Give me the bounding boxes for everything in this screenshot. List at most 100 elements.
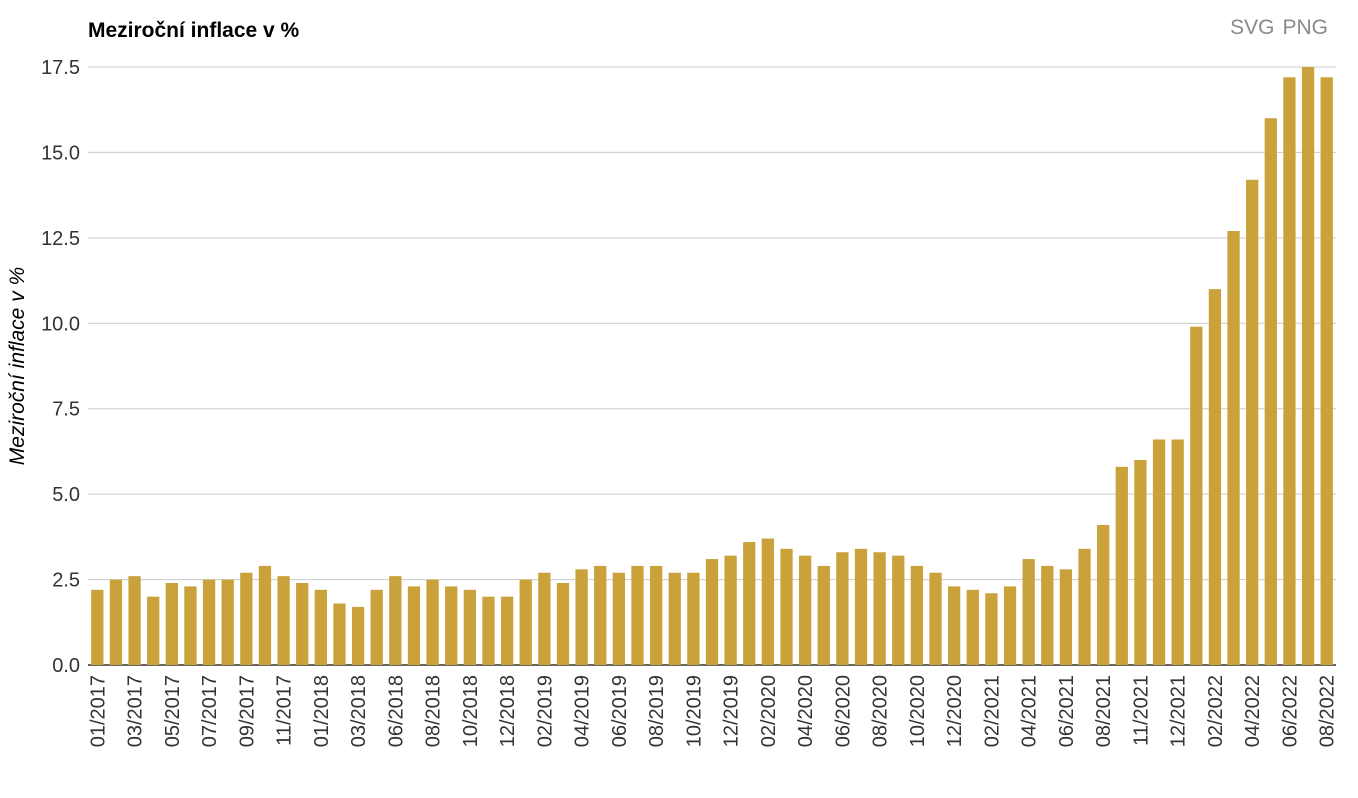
bar[interactable] bbox=[1246, 179, 1259, 665]
x-tick-labels: 01/2017 03/2017 05/2017 07/2017 09/2017 11/20… bbox=[87, 675, 1338, 747]
bar[interactable] bbox=[91, 589, 104, 665]
bar[interactable] bbox=[370, 589, 383, 665]
bar[interactable] bbox=[687, 572, 700, 665]
y-tick-label: 15.0 bbox=[41, 142, 80, 164]
x-tick-label: 08/2021 bbox=[1093, 675, 1115, 747]
bar[interactable] bbox=[128, 576, 141, 665]
bar[interactable] bbox=[314, 589, 327, 665]
bar[interactable] bbox=[668, 572, 681, 665]
x-tick-label: 03/2017 bbox=[125, 675, 147, 747]
export-menu: SVG PNG bbox=[1222, 16, 1328, 40]
bar[interactable] bbox=[575, 569, 588, 665]
bar[interactable] bbox=[594, 565, 607, 665]
bar[interactable] bbox=[724, 555, 737, 665]
bar[interactable] bbox=[1320, 77, 1333, 666]
bar[interactable] bbox=[1003, 586, 1017, 665]
bar[interactable] bbox=[463, 589, 476, 665]
bar[interactable] bbox=[1283, 77, 1296, 666]
bar[interactable] bbox=[296, 582, 309, 665]
x-tick-label: 12/2020 bbox=[944, 675, 966, 747]
x-tick-label: 10/2018 bbox=[460, 675, 482, 747]
bar[interactable] bbox=[1190, 326, 1203, 665]
bar[interactable] bbox=[649, 565, 663, 665]
x-tick-label: 05/2017 bbox=[162, 675, 184, 747]
x-tick-label: 01/2017 bbox=[87, 675, 109, 747]
bar[interactable] bbox=[1152, 439, 1166, 665]
x-tick-label: 06/2018 bbox=[385, 675, 407, 747]
x-tick-label: 02/2020 bbox=[758, 675, 780, 747]
bar[interactable] bbox=[1041, 565, 1054, 665]
bar[interactable] bbox=[500, 596, 514, 665]
bar[interactable] bbox=[1134, 459, 1147, 665]
bar[interactable] bbox=[426, 579, 439, 665]
x-tick-label: 12/2019 bbox=[721, 675, 743, 747]
x-tick-label: 12/2021 bbox=[1168, 675, 1190, 747]
bar[interactable] bbox=[184, 586, 197, 665]
bar[interactable] bbox=[221, 579, 234, 665]
bar[interactable] bbox=[351, 606, 365, 665]
bar[interactable] bbox=[1208, 289, 1222, 665]
bar[interactable] bbox=[1022, 559, 1035, 665]
bar[interactable] bbox=[389, 576, 402, 665]
bar[interactable] bbox=[910, 565, 924, 665]
bar[interactable] bbox=[482, 596, 495, 665]
bar[interactable] bbox=[817, 565, 830, 665]
bar[interactable] bbox=[407, 586, 421, 665]
x-tick-label: 06/2021 bbox=[1056, 675, 1078, 747]
x-tick-label: 07/2017 bbox=[199, 675, 221, 747]
x-tick-label: 02/2022 bbox=[1205, 675, 1227, 747]
bar[interactable] bbox=[1059, 569, 1073, 665]
bar[interactable] bbox=[836, 552, 849, 665]
bar[interactable] bbox=[612, 572, 626, 665]
bar[interactable] bbox=[1171, 439, 1184, 665]
bar[interactable] bbox=[1078, 548, 1091, 665]
x-tick-label: 08/2019 bbox=[646, 675, 668, 747]
bar[interactable] bbox=[631, 565, 644, 665]
x-tick-label: 10/2019 bbox=[683, 675, 705, 747]
x-tick-label: 09/2017 bbox=[236, 675, 258, 747]
bar[interactable] bbox=[743, 541, 756, 665]
bar[interactable] bbox=[1097, 524, 1110, 665]
y-tick-label: 7.5 bbox=[52, 399, 80, 421]
bar[interactable] bbox=[929, 572, 942, 665]
bar[interactable] bbox=[1227, 231, 1240, 665]
bar[interactable] bbox=[445, 586, 458, 665]
bar[interactable] bbox=[240, 572, 253, 665]
bar[interactable] bbox=[854, 548, 868, 665]
bar[interactable] bbox=[892, 555, 905, 665]
y-axis-label: Meziroční inflace v % bbox=[6, 267, 29, 465]
y-tick-label: 10.0 bbox=[41, 313, 80, 335]
y-tick-labels: 0.0 2.5 5.0 7.5 10.0 12.5 15.0 17.5 bbox=[41, 57, 80, 677]
bar[interactable] bbox=[165, 582, 178, 665]
bar[interactable] bbox=[1115, 466, 1128, 665]
bar[interactable] bbox=[948, 586, 961, 665]
bars bbox=[91, 67, 1333, 666]
export-png-button[interactable]: PNG bbox=[1282, 16, 1328, 39]
bar[interactable] bbox=[556, 582, 570, 665]
x-tick-label: 02/2019 bbox=[534, 675, 556, 747]
y-tick-label: 5.0 bbox=[52, 484, 80, 506]
bar[interactable] bbox=[277, 576, 290, 665]
bar[interactable] bbox=[258, 565, 272, 665]
x-tick-label: 03/2018 bbox=[348, 675, 370, 747]
y-tick-label: 12.5 bbox=[41, 228, 80, 250]
bar[interactable] bbox=[1301, 67, 1315, 665]
export-svg-button[interactable]: SVG bbox=[1230, 16, 1275, 39]
bar[interactable] bbox=[966, 589, 979, 665]
bar[interactable] bbox=[761, 538, 775, 665]
x-tick-label: 06/2022 bbox=[1279, 675, 1301, 747]
bar[interactable] bbox=[538, 572, 551, 665]
x-tick-label: 06/2020 bbox=[832, 675, 854, 747]
bar[interactable] bbox=[1264, 118, 1277, 665]
bar[interactable] bbox=[705, 559, 719, 665]
bar[interactable] bbox=[333, 603, 346, 665]
bar[interactable] bbox=[798, 555, 812, 665]
x-tick-label: 08/2018 bbox=[423, 675, 445, 747]
bar[interactable] bbox=[985, 593, 998, 665]
bar[interactable] bbox=[873, 552, 886, 665]
bar[interactable] bbox=[109, 579, 123, 665]
bar[interactable] bbox=[519, 579, 532, 665]
bar[interactable] bbox=[202, 579, 216, 665]
bar[interactable] bbox=[780, 548, 793, 665]
bar[interactable] bbox=[147, 596, 160, 665]
